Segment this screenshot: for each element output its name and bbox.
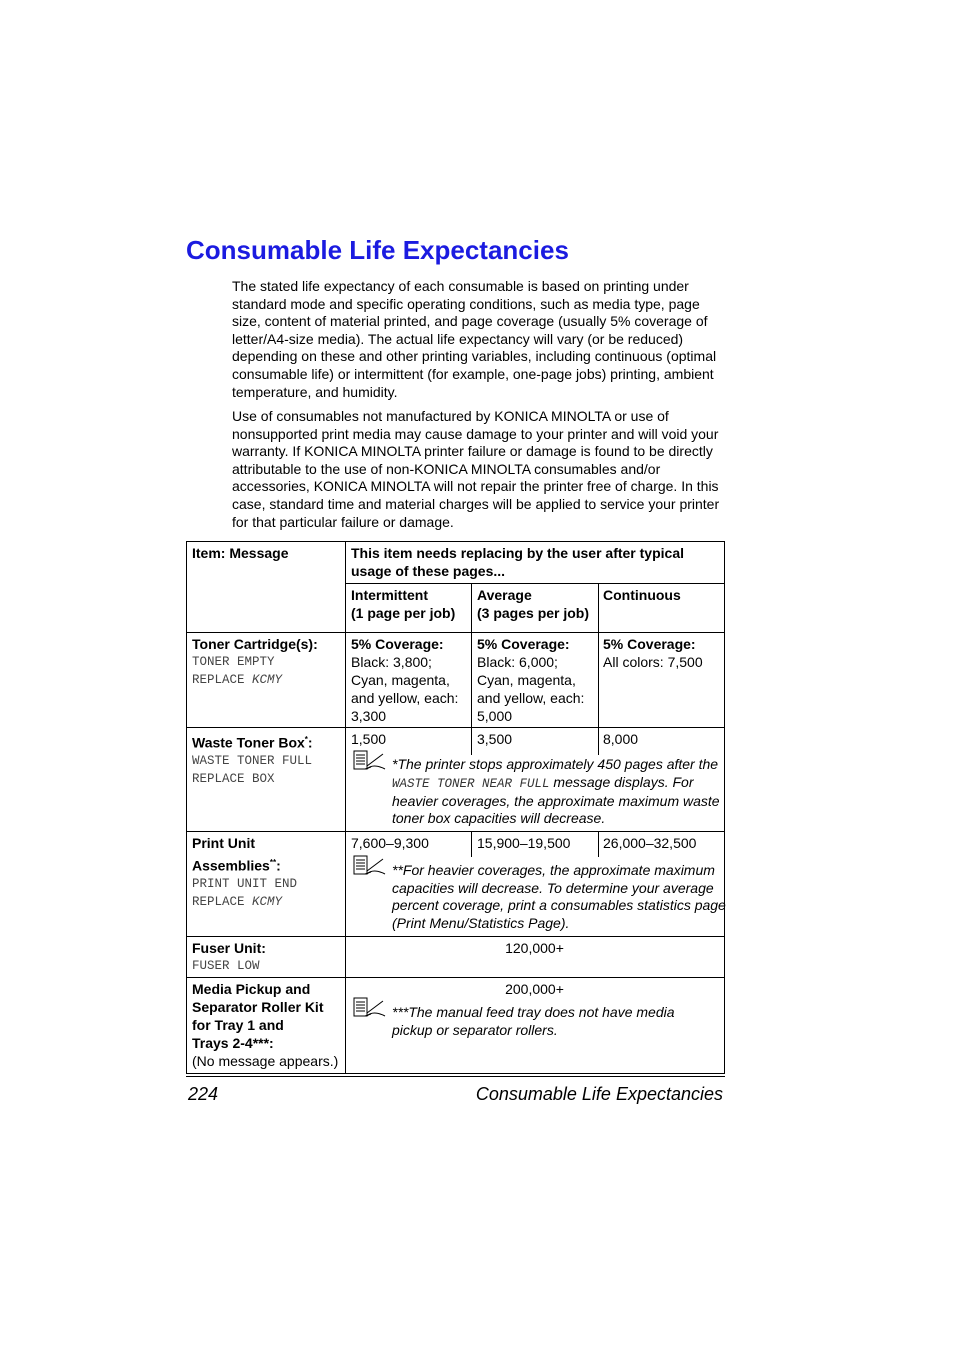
header-continuous: Continuous: [603, 587, 681, 603]
print-unit-continuous: 26,000–32,500: [603, 835, 697, 851]
media-item: Media Pickup and Separator Roller Kit for …: [192, 981, 339, 1069]
note-pencil-icon: [353, 750, 386, 770]
page-number: 224: [188, 1084, 219, 1104]
footer-rule: [186, 1076, 725, 1077]
print-unit-note: **For heavier coverages, the approximate…: [392, 862, 726, 932]
note-pencil-icon: [353, 855, 386, 875]
print-unit-intermittent: 7,600–9,300: [351, 835, 429, 851]
note-pencil-icon: [353, 997, 386, 1017]
header-intermittent: Intermittent (1 page per job): [351, 587, 456, 621]
media-value: 200,000+: [505, 981, 564, 997]
waste-item: Waste Toner Box*: WASTE TONER FULL REPLA…: [192, 734, 313, 786]
header-usage: This item needs replacing by the user af…: [351, 545, 684, 579]
fuser-value: 120,000+: [505, 940, 564, 956]
print-unit-item: Print Unit Assemblies**: PRINT UNIT END …: [192, 835, 298, 909]
fuser-item: Fuser Unit: FUSER LOW: [192, 940, 266, 973]
warranty-paragraph: Use of consumables not manufactured by K…: [232, 408, 720, 530]
toner-continuous: 5% Coverage: All colors: 7,500: [603, 636, 703, 670]
toner-item: Toner Cartridge(s): TONER EMPTY REPLACE …: [192, 636, 318, 687]
header-average: Average (3 pages per job): [477, 587, 590, 621]
waste-continuous: 8,000: [603, 731, 639, 747]
intro-paragraph: The stated life expectancy of each consu…: [232, 278, 717, 400]
waste-note: *The printer stops approximately 450 pag…: [392, 756, 720, 827]
footer-section: Consumable Life Expectancies: [475, 1084, 723, 1104]
waste-average: 3,500: [477, 731, 513, 747]
media-note: ***The manual feed tray does not have me…: [392, 1004, 675, 1038]
toner-intermittent: 5% Coverage: Black: 3,800; Cyan, magenta, a…: [351, 636, 459, 724]
waste-intermittent: 1,500: [351, 731, 387, 747]
print-unit-average: 15,900–19,500: [477, 835, 571, 851]
page-title: Consumable Life Expectancies: [186, 235, 569, 265]
toner-average: 5% Coverage: Black: 6,000; Cyan, magenta, a…: [477, 636, 585, 724]
consumables-table: Item: Message This item needs replacing …: [186, 541, 726, 1074]
header-item: Item: Message: [192, 545, 289, 561]
